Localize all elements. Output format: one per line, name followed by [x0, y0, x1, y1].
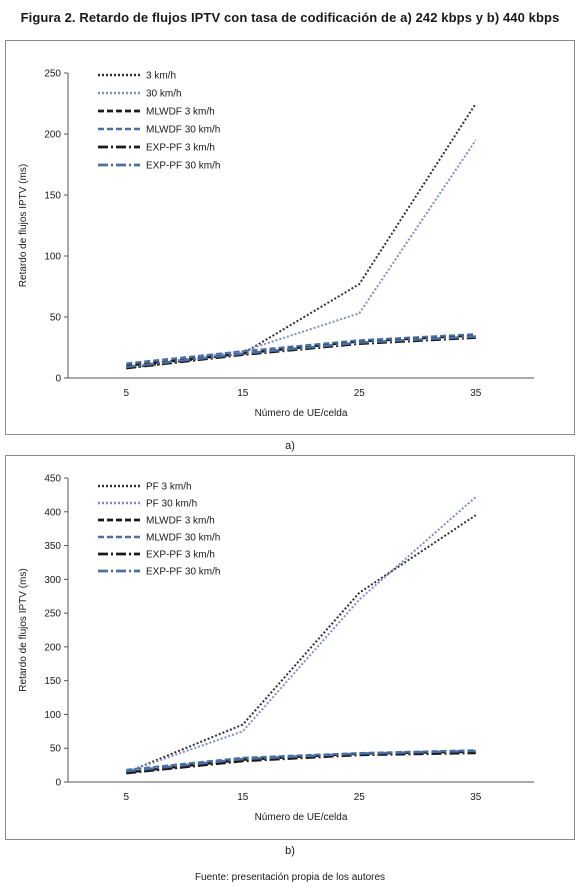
chart-b-legend-label: PF 3 km/h: [146, 482, 192, 493]
chart-a-legend-label: 30 km/h: [146, 89, 182, 100]
chart-a-y-tick-label: 150: [44, 191, 61, 202]
figure-title: Figura 2. Retardo de flujos IPTV con tas…: [20, 10, 560, 25]
chart-a-x-tick-label: 35: [470, 388, 482, 399]
chart-panel-b: 0 50 100 150 200 250 300 350 400 450 5 15 25 35 Número…: [5, 455, 575, 840]
chart-a-y-axis-title: Retardo de flujos IPTV (ms): [18, 164, 29, 287]
chart-a-y-tick-label: 200: [44, 130, 61, 141]
chart-a-legend-label: MLWDF 3 km/h: [146, 107, 215, 118]
chart-a-x-tick-label: 15: [237, 388, 249, 399]
chart-b-legend-label: EXP-PF 30 km/h: [146, 567, 220, 578]
panel-label-a: a): [285, 440, 295, 452]
chart-a-svg: 0 50 100 150 200 250 5 15 25 35 Número de UE/celda…: [18, 69, 534, 419]
chart-a-legend-label: EXP-PF 30 km/h: [146, 161, 220, 172]
chart-a-legend-label: EXP-PF 3 km/h: [146, 143, 215, 154]
chart-b-x-tick-label: 25: [354, 792, 366, 803]
chart-a-x-axis-title: Número de UE/celda: [255, 408, 348, 419]
chart-b-legend-label: MLWDF 3 km/h: [146, 516, 215, 527]
chart-a-series-line-5: [126, 336, 476, 370]
chart-b-series-line-6: [126, 749, 476, 773]
chart-b-y-tick-label: 350: [44, 541, 61, 552]
chart-b-series-line-1: [125, 514, 477, 774]
chart-b-y-tick-label: 400: [44, 507, 61, 518]
chart-b-x-tick-label: 15: [237, 792, 249, 803]
chart-b-y-tick-label: 50: [50, 744, 62, 755]
chart-b-y-tick-label: 150: [44, 676, 61, 687]
chart-b-x-tick-label: 5: [123, 792, 129, 803]
chart-b-y-tick-label: 0: [55, 778, 61, 789]
chart-b-series-line-5: [126, 751, 476, 775]
chart-b-legend-label: MLWDF 30 km/h: [146, 533, 220, 544]
chart-b-y-tick-label: 300: [44, 575, 61, 586]
panel-label-b: b): [285, 845, 295, 857]
chart-a-series-line-4: [126, 333, 476, 365]
chart-a-series-line-6: [126, 335, 476, 369]
chart-a-series-line-2: [126, 139, 477, 368]
chart-b-legend-label: PF 30 km/h: [146, 499, 197, 510]
chart-b-y-tick-label: 250: [44, 609, 61, 620]
chart-a-y-tick-label: 100: [44, 252, 61, 263]
chart-a-x-tick-label: 5: [123, 388, 129, 399]
chart-b-y-axis-title: Retardo de flujos IPTV (ms): [18, 568, 29, 691]
chart-b-y-tick-label: 450: [44, 474, 61, 485]
chart-b-svg: 0 50 100 150 200 250 300 350 400 450 5 15 25 35 Número…: [18, 474, 534, 823]
chart-b-legend-label: EXP-PF 3 km/h: [146, 550, 215, 561]
chart-a-x-tick-label: 25: [354, 388, 366, 399]
chart-b-y-tick-label: 200: [44, 642, 61, 653]
chart-b-series-line-2: [125, 496, 477, 773]
chart-b-y-tick-label: 100: [44, 710, 61, 721]
chart-a-series-line-1: [126, 102, 477, 370]
figure-source: Fuente: presentación propia de los autor…: [194, 872, 386, 883]
chart-a-y-tick-label: 250: [44, 69, 61, 80]
chart-a-y-tick-label: 50: [50, 313, 62, 324]
chart-panel-a: 0 50 100 150 200 250 5 15 25 35 Número de UE/celda…: [5, 40, 575, 435]
chart-b-x-tick-label: 35: [470, 792, 482, 803]
chart-a-legend-label: MLWDF 30 km/h: [146, 125, 220, 136]
chart-b-x-axis-title: Número de UE/celda: [255, 812, 348, 823]
chart-a-y-tick-label: 0: [55, 374, 61, 385]
chart-a-legend-label: 3 km/h: [146, 71, 176, 82]
